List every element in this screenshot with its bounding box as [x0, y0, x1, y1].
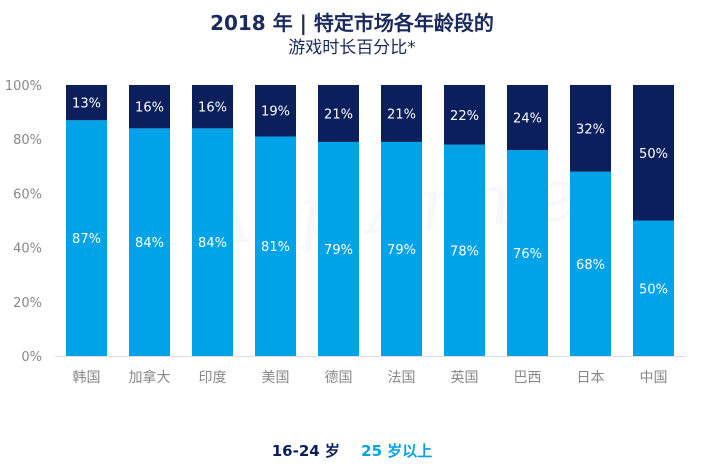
data-label-25-plus: 78% [450, 244, 479, 259]
data-label-25-plus: 68% [576, 258, 605, 273]
data-label-16-24: 16% [198, 101, 227, 116]
bar-segment-16-24 [318, 85, 359, 142]
data-label-16-24: 22% [450, 109, 479, 124]
bar-segment-25-plus [66, 120, 107, 356]
y-tick-label: 60% [13, 187, 42, 202]
x-tick-label: 德国 [325, 370, 353, 386]
bar-segment-25-plus [381, 141, 422, 356]
legend: 16-24 岁 25 岁以上 [0, 440, 704, 461]
legend-item-25-plus: 25 岁以上 [361, 442, 433, 460]
data-label-16-24: 50% [639, 147, 668, 162]
y-tick-label: 80% [13, 133, 42, 148]
x-tick-label: 巴西 [514, 370, 542, 386]
bar-segment-25-plus [633, 220, 674, 356]
x-tick-label: 中国 [640, 370, 668, 386]
x-tick-label: 印度 [199, 370, 227, 386]
data-label-25-plus: 76% [513, 247, 542, 262]
data-label-25-plus: 50% [639, 282, 668, 297]
data-label-16-24: 19% [261, 105, 290, 120]
chart-title: 2018 年 | 特定市场各年龄段的 游戏时长百分比* [0, 10, 704, 60]
y-tick-label: 0% [21, 350, 42, 365]
data-label-16-24: 21% [324, 107, 353, 122]
chart-title-line1: 2018 年 | 特定市场各年龄段的 [210, 11, 494, 35]
bar-segment-25-plus [129, 128, 170, 356]
y-tick-label: 100% [5, 79, 42, 94]
bar-segment-16-24 [633, 85, 674, 221]
data-label-16-24: 16% [135, 101, 164, 116]
x-tick-label: 英国 [451, 369, 479, 386]
y-tick-label: 20% [13, 296, 42, 311]
data-label-25-plus: 87% [72, 232, 101, 247]
bar-segment-16-24 [381, 85, 422, 142]
x-tick-label: 美国 [262, 370, 290, 386]
bar-segment-16-24 [255, 85, 296, 137]
legend-item-16-24: 16-24 岁 [271, 442, 340, 460]
x-tick-label: 法国 [388, 370, 416, 386]
y-tick-label: 40% [13, 242, 42, 257]
bar-segment-25-plus [318, 141, 359, 356]
data-label-25-plus: 84% [135, 236, 164, 251]
data-label-16-24: 21% [387, 107, 416, 122]
x-tick-label: 韩国 [73, 370, 101, 386]
bar-segment-16-24 [66, 85, 107, 121]
bar-segment-16-24 [570, 85, 611, 172]
data-label-25-plus: 79% [324, 243, 353, 258]
data-label-25-plus: 84% [198, 236, 227, 251]
bar-segment-16-24 [192, 85, 233, 129]
bar-segment-25-plus [570, 171, 611, 356]
bar-segment-25-plus [444, 144, 485, 356]
data-label-16-24: 24% [513, 112, 542, 127]
bar-segment-25-plus [255, 136, 296, 356]
data-label-25-plus: 81% [261, 240, 290, 255]
bar-segment-25-plus [507, 150, 548, 356]
data-label-16-24: 13% [72, 97, 101, 112]
bar-segment-16-24 [444, 85, 485, 145]
bar-segment-16-24 [507, 85, 548, 151]
bar-segment-25-plus [192, 128, 233, 356]
x-tick-label: 加拿大 [129, 369, 171, 386]
data-label-25-plus: 79% [387, 243, 416, 258]
bar-segment-16-24 [129, 85, 170, 129]
chart-title-line2: 游戏时长百分比* [288, 38, 416, 58]
x-tick-label: 日本 [577, 370, 605, 386]
data-label-16-24: 32% [576, 122, 605, 137]
